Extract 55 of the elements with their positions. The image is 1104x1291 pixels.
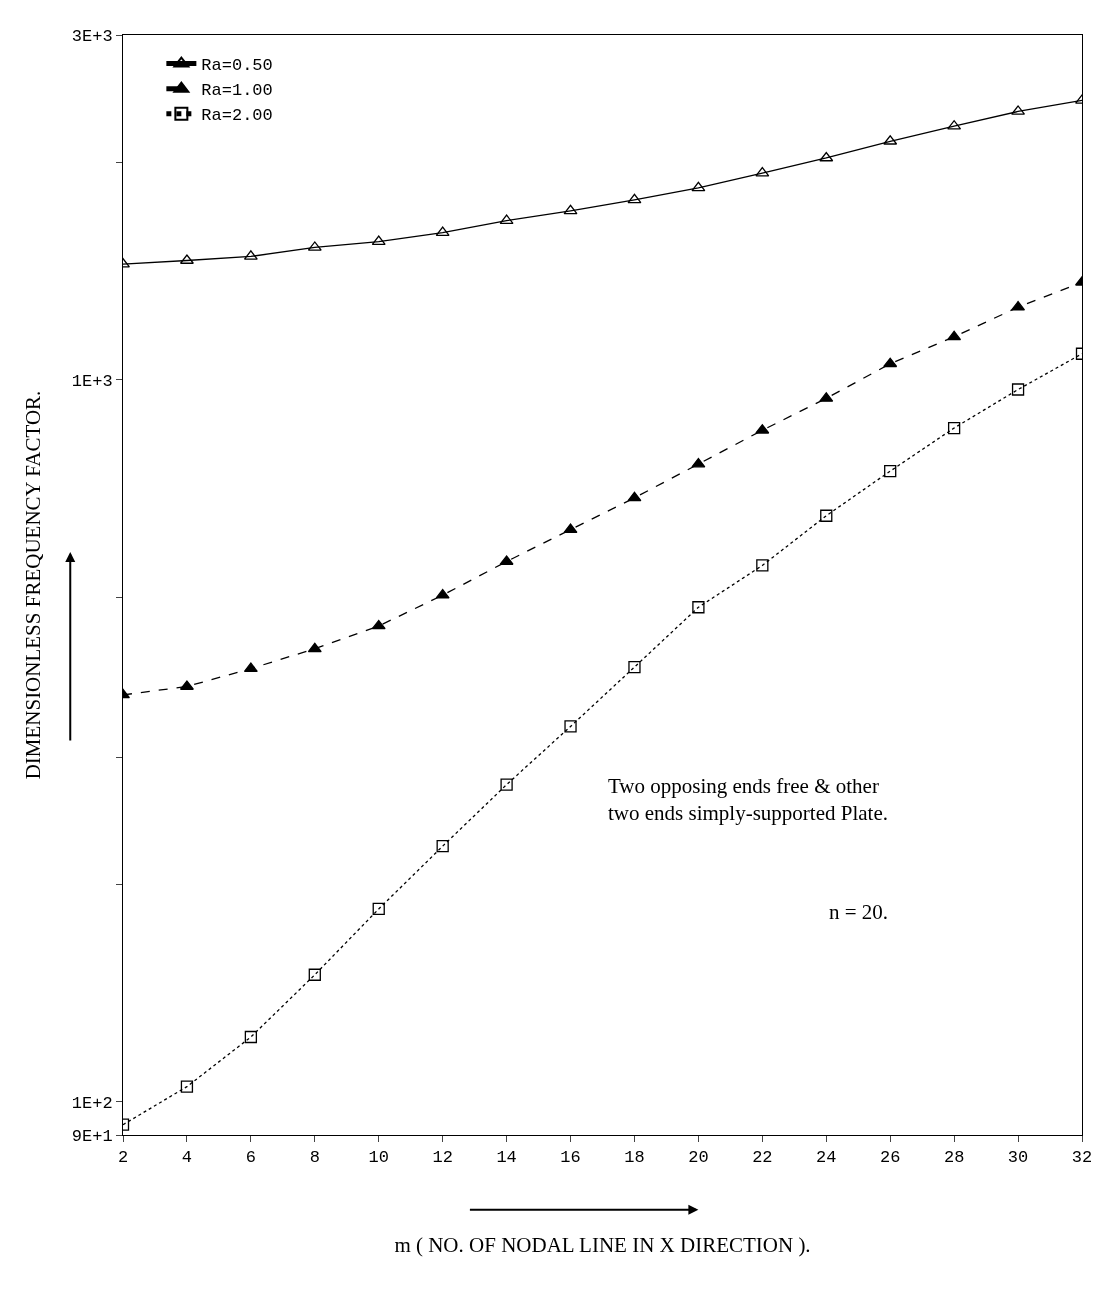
x-tick-label: 18 xyxy=(624,1148,645,1168)
y-tick-label: 9E+1 xyxy=(71,1126,113,1146)
x-tick-label: 6 xyxy=(245,1148,256,1168)
point xyxy=(372,902,385,916)
point xyxy=(756,559,769,572)
point xyxy=(755,166,770,177)
y-tick-label: 3E+3 xyxy=(71,26,113,46)
x-tick-label: 22 xyxy=(752,1148,773,1168)
point xyxy=(691,181,706,192)
point xyxy=(627,491,642,502)
point xyxy=(627,193,642,204)
point xyxy=(883,357,898,368)
point xyxy=(499,214,514,225)
x-tick-label: 14 xyxy=(496,1148,517,1168)
point xyxy=(884,464,897,478)
point xyxy=(947,421,961,435)
point xyxy=(819,151,834,162)
point xyxy=(692,601,705,614)
point xyxy=(307,642,322,653)
x-tick-label: 8 xyxy=(309,1148,320,1168)
x-tick-label: 32 xyxy=(1071,1148,1093,1168)
annotation: n = 20. xyxy=(829,900,889,924)
point xyxy=(628,660,641,674)
y-tick-label: 1E+3 xyxy=(71,371,113,391)
point xyxy=(180,1080,194,1093)
x-tick-label: 4 xyxy=(181,1148,193,1168)
point xyxy=(947,330,962,341)
point xyxy=(243,662,258,673)
x-tick-label: 12 xyxy=(432,1148,453,1168)
x-tick-label: 24 xyxy=(816,1148,837,1168)
x-tick-label: 10 xyxy=(368,1148,389,1168)
x-tick-label: 20 xyxy=(688,1148,709,1168)
point xyxy=(563,204,578,215)
point xyxy=(371,619,386,630)
x-tick-label: 2 xyxy=(117,1148,129,1168)
point xyxy=(500,778,513,791)
legend-label: Ra=0.50 xyxy=(201,56,273,76)
x-tick-label: 30 xyxy=(1007,1148,1029,1168)
legend-label: Ra=2.00 xyxy=(201,106,273,126)
annotation: Two opposing ends free & other two ends simply-supported Plate. xyxy=(608,774,888,826)
point xyxy=(564,720,577,733)
y-axis-title: DIMENSIONLESS FREQUENCY FACTOR. xyxy=(20,390,45,780)
point xyxy=(1011,383,1025,396)
x-axis-title: m ( NO. OF NODAL LINE IN X DIRECTION ). xyxy=(394,1232,811,1257)
x-tick-label: 26 xyxy=(880,1148,901,1168)
x-tick-label: 16 xyxy=(560,1148,581,1168)
point xyxy=(820,509,833,522)
point xyxy=(1011,300,1026,311)
point xyxy=(436,840,449,853)
point xyxy=(308,968,321,981)
point xyxy=(691,457,706,468)
x-tick-label: 28 xyxy=(943,1148,965,1168)
legend-label: Ra=1.00 xyxy=(201,81,273,101)
y-tick-label: 1E+2 xyxy=(71,1093,113,1113)
point xyxy=(244,1030,258,1044)
